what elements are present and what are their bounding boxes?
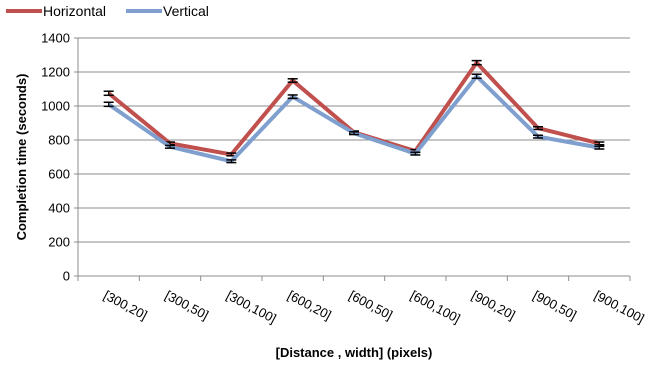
series-line-vertical <box>107 73 600 164</box>
x-tick-label: [600,20] <box>285 287 334 322</box>
gridlines <box>78 37 630 243</box>
y-tick-label: 200 <box>48 235 70 250</box>
series-lines <box>103 59 605 164</box>
error-bar <box>287 94 298 100</box>
error-bar <box>594 141 605 146</box>
y-tick-label: 800 <box>48 133 70 148</box>
x-tick-label: [600,100] <box>408 287 463 326</box>
y-tick-label: 1400 <box>41 31 70 46</box>
error-bar <box>349 131 359 136</box>
legend-label: Horizontal <box>43 3 106 19</box>
y-tick-label: 400 <box>48 201 70 216</box>
error-bar <box>103 90 114 97</box>
y-tick-labels: 0 200 400 600 800 1000 1200 1400 <box>41 31 70 284</box>
y-tick-label: 1000 <box>41 99 70 114</box>
y-tick-label: 600 <box>48 167 70 182</box>
error-bar <box>287 78 298 83</box>
y-axis-title: Completion time (seconds) <box>14 74 29 241</box>
legend: Horizontal Vertical <box>6 3 209 19</box>
x-tick-label: [900,50] <box>531 287 580 322</box>
error-bar <box>471 73 482 80</box>
x-tick-label: [900,100] <box>592 287 647 326</box>
error-bar <box>226 159 237 164</box>
legend-item-horizontal: Horizontal <box>6 3 106 19</box>
legend-label: Vertical <box>163 3 209 19</box>
error-bar <box>533 125 543 131</box>
error-bar <box>471 59 482 66</box>
error-bar <box>533 134 543 139</box>
error-bar <box>410 151 421 156</box>
error-bar <box>594 145 605 150</box>
axes <box>74 37 631 281</box>
x-tick-label: [300,100] <box>224 287 279 326</box>
x-axis-title: [Distance , width] (pixels) <box>276 345 433 360</box>
x-tick-label: [300,50] <box>163 287 212 322</box>
x-tick-label: [300,20] <box>101 287 150 322</box>
error-bar <box>165 144 175 149</box>
y-tick-label: 1200 <box>41 65 70 80</box>
legend-item-vertical: Vertical <box>126 3 209 19</box>
x-tick-label: [900,20] <box>469 287 518 322</box>
y-tick-label: 0 <box>63 269 70 284</box>
x-tick-label: [600,50] <box>347 287 396 322</box>
x-tick-labels: [300,20] [300,50] [300,100] [600,20] [600,50… <box>101 287 647 326</box>
series-line-horizontal <box>107 59 600 157</box>
error-bar <box>103 101 114 108</box>
